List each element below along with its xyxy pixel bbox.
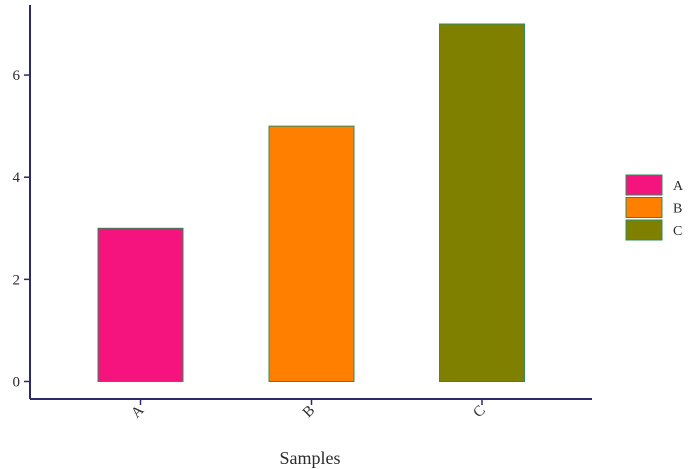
x-axis: A B C [30, 398, 592, 421]
x-axis-title: Samples [280, 448, 341, 468]
legend-label: C [673, 224, 682, 239]
legend-swatch-a [625, 174, 663, 196]
legend: ABC [625, 174, 684, 241]
bar-a [97, 227, 184, 382]
legend-swatch-b [625, 197, 663, 218]
legend-label: B [673, 202, 682, 217]
x-tick-label: C [470, 403, 488, 421]
x-tick-label: B [300, 403, 318, 421]
y-tick-label: 6 [13, 68, 21, 84]
bar-b [268, 125, 355, 383]
y-axis: 0 2 4 6 [13, 5, 31, 399]
bars-group [97, 23, 525, 383]
bar-c [439, 23, 525, 382]
y-tick-label: 2 [13, 272, 21, 288]
legend-swatch-c [625, 219, 663, 241]
legend-label: A [673, 179, 684, 194]
x-tick-label: A [128, 402, 147, 421]
y-tick-label: 4 [13, 170, 21, 186]
y-tick-label: 0 [13, 375, 21, 391]
